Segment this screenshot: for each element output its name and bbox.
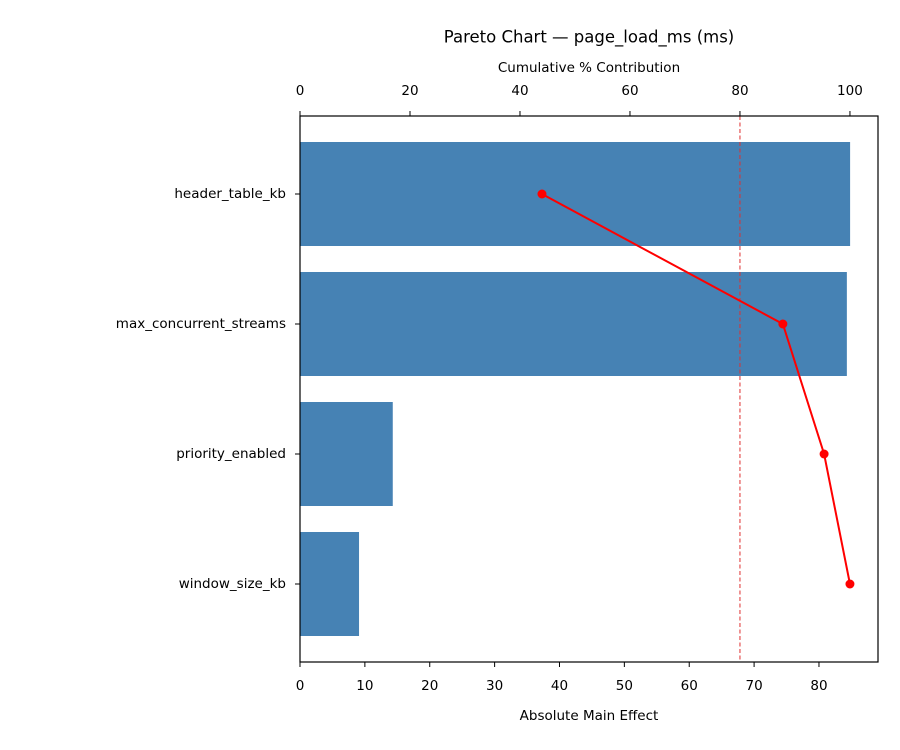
x-tick-label: 60 xyxy=(681,678,698,694)
x2-tick-label: 80 xyxy=(731,83,748,99)
x-tick-label: 40 xyxy=(551,678,568,694)
cumulative-point xyxy=(845,579,855,589)
x-axis-label: Absolute Main Effect xyxy=(520,708,659,724)
chart-title: Pareto Chart — page_load_ms (ms) xyxy=(444,28,734,48)
bar xyxy=(300,402,393,506)
x-tick-label: 50 xyxy=(616,678,633,694)
x2-tick-label: 100 xyxy=(837,83,863,99)
x2-tick-label: 40 xyxy=(511,83,528,99)
x-tick-label: 20 xyxy=(421,678,438,694)
bar xyxy=(300,532,360,636)
x2-axis-label: Cumulative % Contribution xyxy=(498,60,680,76)
plot-frame xyxy=(299,115,879,663)
x-tick-label: 70 xyxy=(746,678,763,694)
cumulative-point xyxy=(778,319,788,329)
x2-tick-label: 60 xyxy=(621,83,638,99)
x-tick-label: 0 xyxy=(296,678,305,694)
y-tick-label: max_concurrent_streams xyxy=(116,316,286,332)
bar xyxy=(300,272,847,376)
cumulative-point xyxy=(819,449,829,459)
cumulative-point xyxy=(537,189,547,199)
x2-tick-label: 20 xyxy=(401,83,418,99)
cumulative-line xyxy=(541,193,851,585)
bar xyxy=(300,142,851,246)
x-tick-label: 10 xyxy=(356,678,373,694)
x2-tick-label: 0 xyxy=(296,83,305,99)
x-tick-label: 30 xyxy=(486,678,503,694)
y-tick-label: window_size_kb xyxy=(179,576,286,592)
y-tick-label: header_table_kb xyxy=(174,186,286,202)
x-tick-label: 80 xyxy=(810,678,827,694)
y-tick-label: priority_enabled xyxy=(176,446,286,462)
